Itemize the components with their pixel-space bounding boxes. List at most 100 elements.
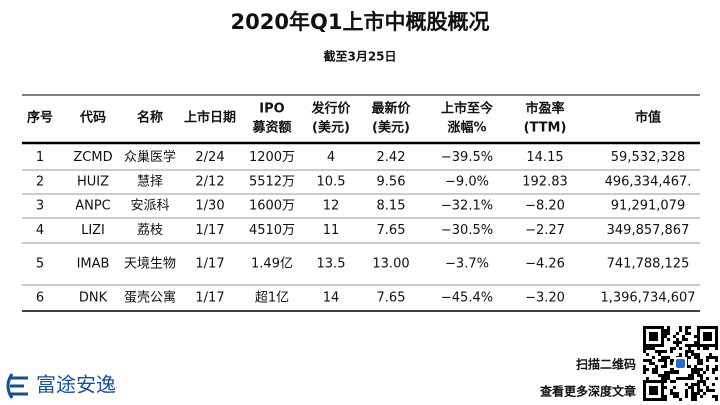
qr-module bbox=[676, 332, 679, 335]
table-cell: ZCMD bbox=[73, 150, 112, 165]
qr-module bbox=[652, 338, 655, 341]
table-cell: 1/17 bbox=[195, 223, 224, 238]
qr-module bbox=[661, 332, 664, 335]
qr-module bbox=[652, 368, 655, 371]
table-cell: 5512万 bbox=[249, 175, 295, 190]
table-cell: −2.27 bbox=[525, 223, 565, 238]
qr-module bbox=[649, 386, 652, 389]
qr-module bbox=[661, 350, 664, 353]
qr-module bbox=[706, 338, 709, 341]
qr-module bbox=[649, 392, 652, 395]
qr-module bbox=[673, 347, 676, 350]
qr-module bbox=[643, 368, 646, 371]
table-cell: 11 bbox=[323, 223, 340, 238]
qr-module bbox=[649, 347, 652, 350]
qr-module bbox=[673, 380, 676, 383]
qr-module bbox=[697, 374, 700, 377]
qr-module bbox=[655, 326, 658, 329]
qr-module bbox=[673, 371, 676, 374]
qr-module bbox=[655, 338, 658, 341]
qr-module bbox=[658, 380, 661, 383]
table-cell: 8.15 bbox=[377, 199, 406, 214]
qr-module bbox=[685, 383, 688, 386]
qr-module bbox=[703, 332, 706, 335]
qr-module bbox=[697, 344, 700, 347]
qr-module bbox=[676, 338, 679, 341]
qr-module bbox=[664, 380, 667, 383]
qr-module bbox=[694, 353, 697, 356]
qr-module bbox=[661, 392, 664, 395]
qr-module bbox=[715, 338, 718, 341]
qr-module bbox=[661, 380, 664, 383]
qr-module bbox=[685, 329, 688, 332]
qr-module bbox=[712, 356, 715, 359]
qr-module bbox=[709, 326, 712, 329]
qr-module bbox=[667, 374, 670, 377]
qr-module bbox=[697, 380, 700, 383]
qr-module bbox=[655, 365, 658, 368]
table-cell: 10.5 bbox=[317, 175, 346, 190]
qr-module bbox=[649, 332, 652, 335]
qr-module bbox=[679, 347, 682, 350]
qr-module bbox=[673, 392, 676, 395]
qr-module bbox=[688, 347, 691, 350]
qr-module bbox=[652, 392, 655, 395]
qr-module bbox=[691, 389, 694, 392]
table-cell: 91,291,079 bbox=[611, 199, 685, 214]
qr-module bbox=[646, 353, 649, 356]
qr-module bbox=[697, 356, 700, 359]
qr-module bbox=[655, 371, 658, 374]
column-header: (TTM) bbox=[524, 121, 567, 136]
qr-module bbox=[688, 386, 691, 389]
qr-module bbox=[709, 332, 712, 335]
qr-module bbox=[679, 326, 682, 329]
qr-module bbox=[676, 395, 679, 398]
qr-module bbox=[643, 365, 646, 368]
qr-module bbox=[661, 338, 664, 341]
qr-module bbox=[685, 350, 688, 353]
qr-module bbox=[670, 359, 673, 362]
qr-module bbox=[652, 347, 655, 350]
qr-module bbox=[709, 338, 712, 341]
qr-module bbox=[667, 371, 670, 374]
column-header: IPO bbox=[259, 102, 284, 117]
table-cell: 4 bbox=[36, 223, 44, 238]
qr-module bbox=[691, 383, 694, 386]
qr-module bbox=[679, 341, 682, 344]
column-header: 市盈率 bbox=[525, 101, 564, 117]
qr-module bbox=[667, 356, 670, 359]
qr-module bbox=[685, 326, 688, 329]
qr-module bbox=[646, 359, 649, 362]
qr-module bbox=[655, 398, 658, 401]
qr-module bbox=[694, 341, 697, 344]
qr-module bbox=[658, 359, 661, 362]
qr-module bbox=[673, 395, 676, 398]
qr-module bbox=[661, 398, 664, 401]
table-cell: 蛋壳公寓 bbox=[124, 290, 176, 306]
qr-module bbox=[712, 344, 715, 347]
qr-module bbox=[697, 332, 700, 335]
table-cell: 1/17 bbox=[195, 257, 224, 272]
table-cell: LIZI bbox=[81, 223, 105, 238]
qr-module bbox=[676, 392, 679, 395]
qr-module bbox=[652, 398, 655, 401]
qr-module bbox=[697, 353, 700, 356]
qr-module bbox=[646, 344, 649, 347]
qr-module bbox=[691, 353, 694, 356]
qr-module bbox=[694, 383, 697, 386]
table-cell: 1600万 bbox=[249, 199, 295, 214]
table-cell: 1 bbox=[36, 150, 44, 165]
table-cell: 1/30 bbox=[195, 199, 224, 214]
table-cell: DNK bbox=[79, 291, 108, 306]
qr-module bbox=[658, 344, 661, 347]
logo-icon bbox=[6, 373, 28, 399]
qr-module bbox=[688, 374, 691, 377]
qr-module bbox=[664, 332, 667, 335]
qr-module bbox=[649, 380, 652, 383]
table-cell: −39.5% bbox=[441, 150, 493, 165]
qr-module bbox=[670, 362, 673, 365]
qr-module bbox=[673, 335, 676, 338]
table-cell: 59,532,328 bbox=[611, 150, 685, 165]
qr-module bbox=[703, 338, 706, 341]
qr-module bbox=[715, 341, 718, 344]
